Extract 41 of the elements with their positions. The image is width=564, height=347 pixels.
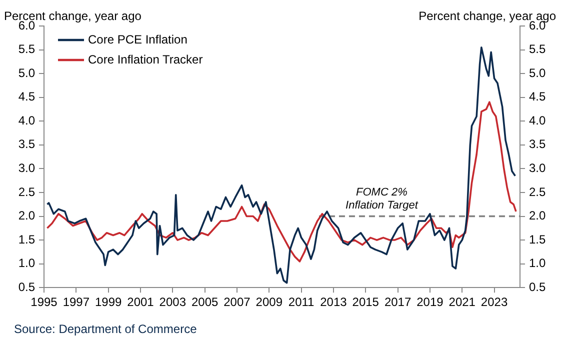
y2-tick-label: 3.5 <box>529 137 546 152</box>
y2-tick-label: 3.0 <box>529 161 546 176</box>
x-tick-label: 2023 <box>480 295 508 310</box>
y2-tick-label: 5.0 <box>529 66 546 80</box>
y-tick-label: 3.5 <box>18 137 36 152</box>
x-tick-label: 1999 <box>94 295 122 310</box>
x-tick-label: 2005 <box>191 295 218 310</box>
x-tick-label: 1997 <box>62 295 90 310</box>
y-tick-label: 5.5 <box>18 42 36 56</box>
y2-tick-label: 5.5 <box>529 42 546 56</box>
x-tick-label: 2021 <box>448 295 476 310</box>
x-tick-label: 1995 <box>30 295 58 310</box>
y-tick-label: 4.5 <box>18 90 36 104</box>
x-tick-label: 2017 <box>384 295 412 310</box>
x-tick-label: 2015 <box>352 295 380 310</box>
x-tick-label: 2019 <box>416 295 444 310</box>
y2-tick-label: 0.5 <box>529 280 546 294</box>
x-tick-label: 2003 <box>159 295 186 310</box>
y-tick-label: 1.0 <box>18 256 36 270</box>
y-tick-label: 4.0 <box>18 113 36 128</box>
y2-tick-label: 2.5 <box>529 184 546 199</box>
y2-tick-label: 1.5 <box>529 232 546 246</box>
x-tick-label: 2013 <box>320 295 348 310</box>
y2-tick-label: 1.0 <box>529 256 546 270</box>
y2-tick-label: 4.0 <box>529 113 546 128</box>
legend-label: Core Inflation Tracker <box>88 52 203 66</box>
y-tick-label: 2.0 <box>18 208 36 223</box>
y-tick-label: 5.0 <box>18 66 36 80</box>
y2-tick-label: 2.0 <box>529 208 546 223</box>
y2-tick-label: 4.5 <box>529 90 546 104</box>
y-tick-label: 0.5 <box>18 280 36 294</box>
legend-label: Core PCE Inflation <box>88 32 188 46</box>
x-tick-label: 2011 <box>288 295 315 310</box>
y-tick-label: 2.5 <box>18 184 36 199</box>
x-tick-label: 2009 <box>256 295 283 310</box>
source-note: Source: Department of Commerce <box>14 322 198 336</box>
x-tick-label: 2007 <box>224 295 251 310</box>
y-tick-label: 3.0 <box>18 161 36 176</box>
y-tick-label: 1.5 <box>18 232 36 246</box>
annotation: FOMC 2% Inflation Target <box>346 186 419 212</box>
x-tick-label: 2001 <box>127 295 154 310</box>
